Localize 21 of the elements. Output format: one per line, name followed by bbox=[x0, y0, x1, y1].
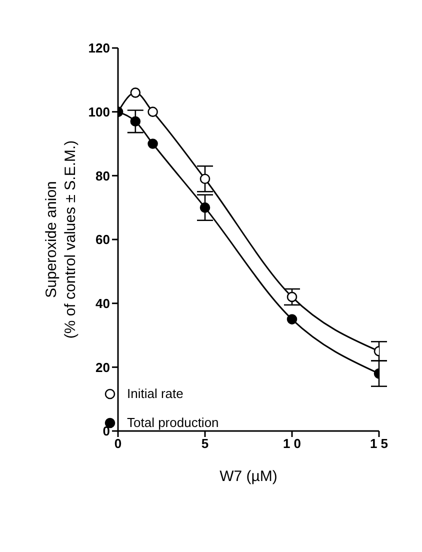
x-tick-label: 1 5 bbox=[370, 436, 388, 452]
legend-label: Total production bbox=[127, 415, 219, 430]
y-tick-label: 120 bbox=[88, 40, 110, 56]
legend-label: Initial rate bbox=[127, 386, 184, 401]
x-axis-title: W7 (µM) bbox=[220, 468, 278, 485]
point bbox=[148, 106, 158, 117]
point bbox=[200, 174, 210, 184]
y-tick-label: 80 bbox=[96, 168, 110, 184]
point bbox=[200, 202, 210, 213]
y-tick-label: 100 bbox=[88, 104, 110, 120]
y-tick-label: 20 bbox=[96, 360, 110, 375]
point bbox=[130, 116, 141, 127]
point bbox=[148, 138, 158, 149]
point bbox=[130, 88, 141, 98]
x-tick-label: 5 bbox=[201, 436, 209, 452]
x-tick-label: 1 0 bbox=[282, 436, 302, 452]
y-tick-label: 40 bbox=[96, 296, 110, 311]
y-tick-label: 60 bbox=[96, 232, 110, 248]
y-axis-title: Superoxide anion (% of control values ± S.E.M.) bbox=[43, 140, 79, 339]
x-tick-label: 0 bbox=[114, 436, 122, 452]
y-tick-label: 0 bbox=[102, 424, 110, 439]
